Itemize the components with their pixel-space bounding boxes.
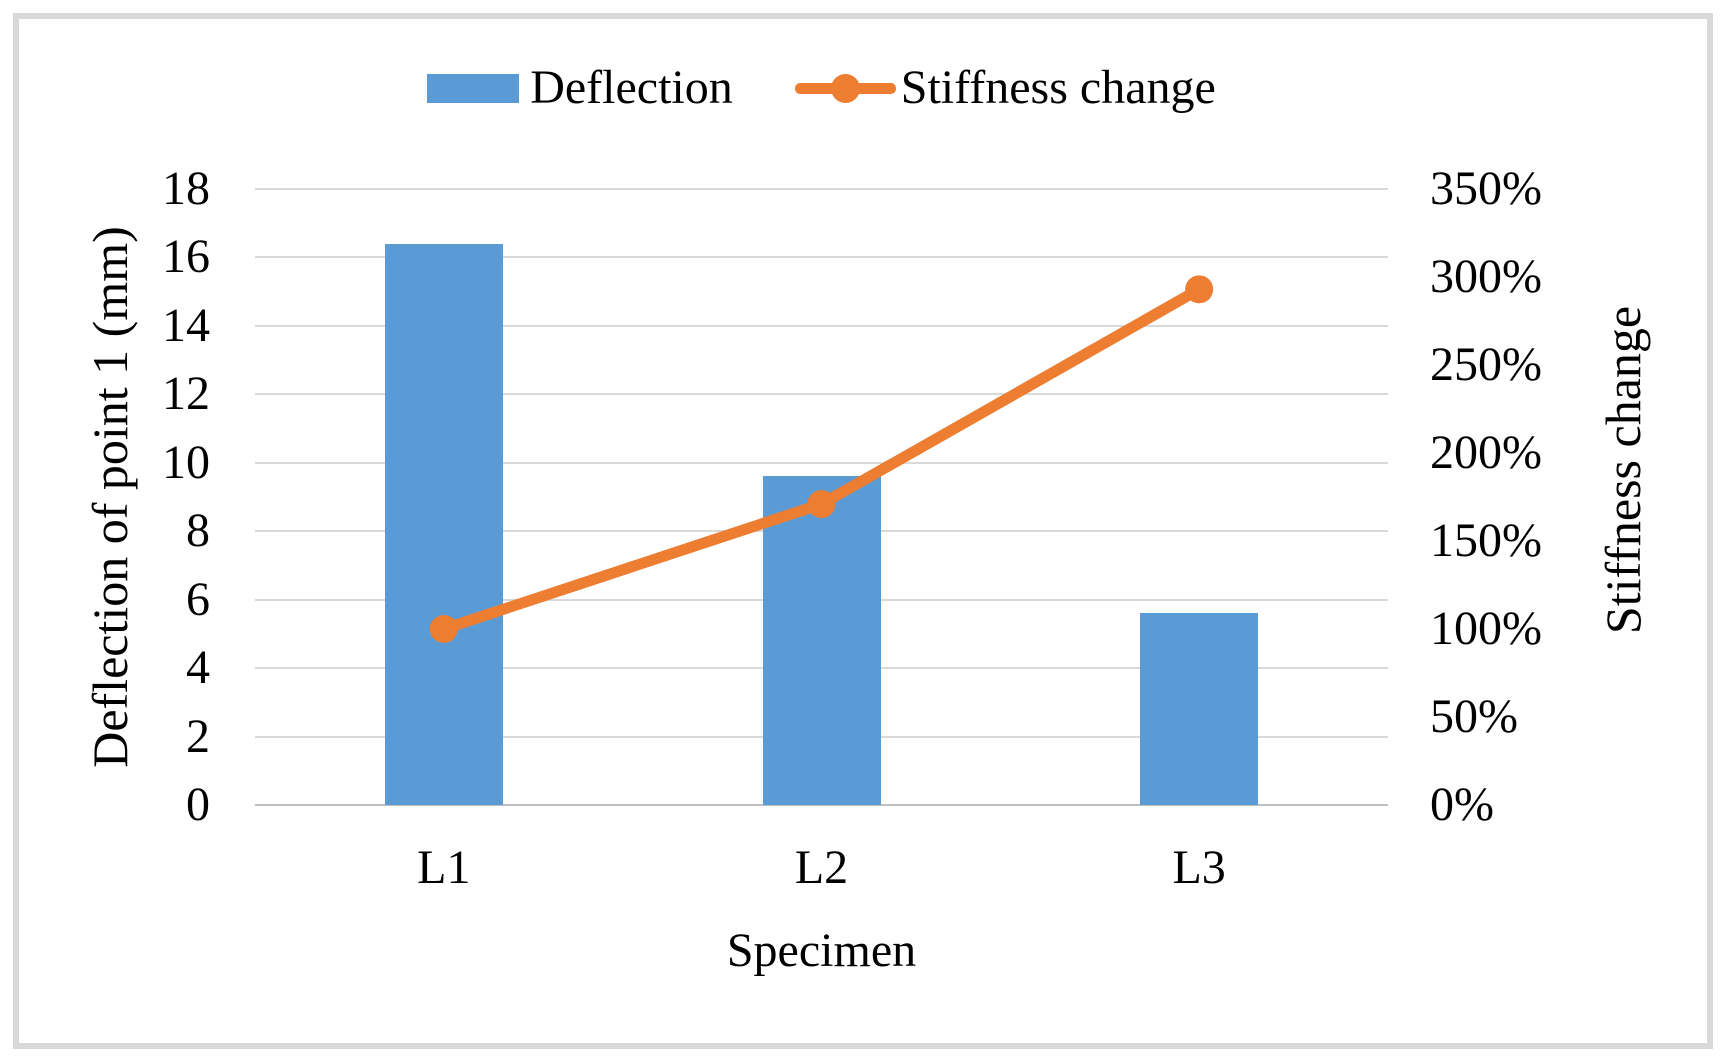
left-axis-tick-6: 6 [186,572,210,626]
line-point-L1 [429,615,458,643]
left-axis-tick-16: 16 [162,230,210,284]
legend-item-deflection: Deflection [427,56,733,120]
left-axis-tick-18: 18 [162,162,210,215]
line-point-L2 [807,490,836,519]
gridline-10 [255,461,1388,464]
right-axis-tick-100: 100% [1430,602,1542,655]
stiffness-change-line [442,284,1202,635]
right-axis-tick-0: 0% [1430,778,1494,831]
left-axis-tick-12: 12 [162,367,210,421]
right-axis-tick-150: 150% [1430,514,1542,567]
gridline-0 [255,804,1388,806]
right-axis-tick-200: 200% [1430,426,1542,479]
bar-L3 [1140,613,1259,805]
left-axis-tick-2: 2 [186,709,210,763]
left-axis-tick-14: 14 [162,298,210,352]
legend-label-stiffness-change: Stiffness change [900,61,1216,114]
gridline-14 [255,324,1388,327]
bar-L1 [384,243,503,805]
x-axis-tick-L1: L1 [417,841,471,894]
x-axis-tick-L2: L2 [794,841,849,894]
stiffness-line-swatch-icon [794,73,896,103]
x-axis-title: Specimen [726,924,917,977]
gridline-12 [255,393,1388,396]
right-axis-tick-300: 300% [1430,250,1542,303]
gridline-18 [255,188,1388,190]
stiffness-change-line-layer [429,275,1214,643]
legend-label-deflection: Deflection [530,61,733,114]
line-point-L3 [1185,275,1214,304]
left-axis-tick-8: 8 [186,504,210,558]
right-axis-tick-250: 250% [1430,338,1542,391]
legend: Deflection Stiffness change [255,56,1388,120]
legend-item-stiffness-change: Stiffness change [794,56,1216,120]
left-axis-tick-4: 4 [186,641,210,695]
right-axis-tick-350: 350% [1430,162,1542,215]
deflection-bar-swatch-icon [427,73,520,103]
gridline-16 [255,256,1388,259]
left-axis-tick-0: 0 [186,778,210,831]
bar-L2 [762,476,881,805]
x-axis-tick-L3: L3 [1172,841,1226,894]
stiffness-marker-icon [830,73,860,103]
right-axis-tick-50: 50% [1430,690,1518,743]
left-axis-tick-10: 10 [162,435,210,489]
